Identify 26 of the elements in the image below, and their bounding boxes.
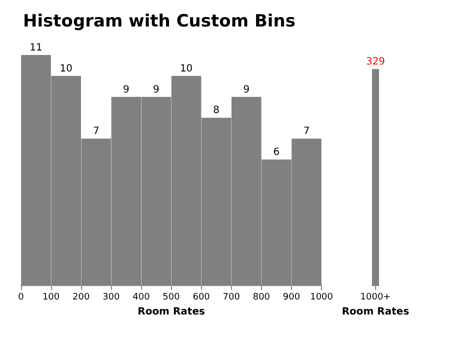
x-tick-label: 500 [162,292,180,302]
x-tick-label: 300 [102,292,120,302]
chart-title: Histogram with Custom Bins [23,12,296,32]
data-label: 7 [303,126,310,138]
data-label: 8 [213,105,220,116]
x-tick-label: 0 [18,292,24,302]
x-tick-label: 1000+ [360,292,391,302]
x-tick-label: 800 [252,292,270,302]
data-label: 6 [273,147,280,158]
data-label: 9 [243,84,250,96]
x-tick-label: 600 [192,292,210,302]
data-label: 11 [30,42,42,54]
x-axis-title: Room Rates [138,306,205,318]
data-label: 10 [60,63,72,74]
x-tick-label: 200 [72,292,90,302]
data-label: 10 [180,63,193,74]
x-tick-label: 900 [282,292,300,302]
x-tick-label: 1000 [310,292,334,302]
data-label: 9 [153,84,160,96]
data-label: 329 [366,56,386,68]
x-tick-label: 100 [42,292,60,302]
x-tick-label: 700 [222,292,240,302]
x-tick-label: 400 [132,292,150,302]
x-axis-title: Room Rates [342,306,410,318]
data-label: 7 [92,126,100,138]
data-label: 9 [123,84,130,96]
